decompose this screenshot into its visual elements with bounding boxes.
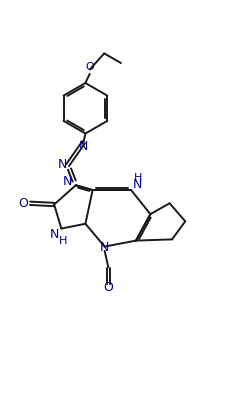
Text: H: H <box>59 236 68 246</box>
Text: O: O <box>18 197 28 210</box>
Text: N: N <box>58 158 67 171</box>
Text: N: N <box>79 140 88 153</box>
Text: O: O <box>86 62 95 72</box>
Text: N: N <box>50 228 59 241</box>
Text: N: N <box>63 175 72 188</box>
Text: H: H <box>134 173 142 182</box>
Text: N: N <box>133 178 143 191</box>
Text: O: O <box>103 281 113 294</box>
Text: N: N <box>99 240 109 254</box>
